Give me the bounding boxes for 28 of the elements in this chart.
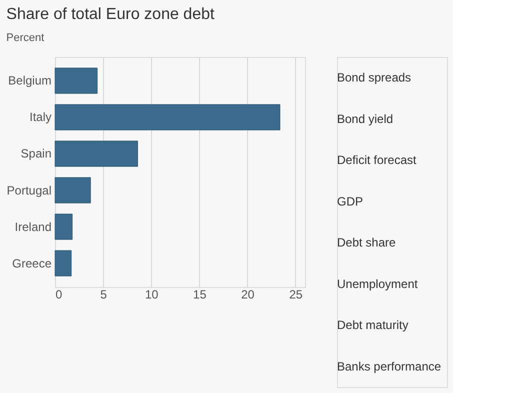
- chart-title: Share of total Euro zone debt: [6, 6, 215, 23]
- y-tick-label: Spain: [20, 146, 52, 161]
- bar: [54, 250, 72, 276]
- bar: [54, 140, 138, 167]
- bar: [54, 177, 91, 204]
- x-tick-label: 25: [289, 288, 303, 302]
- text: Debt maturity: [337, 318, 408, 332]
- text: Debt share: [337, 236, 396, 250]
- y-tick-label: Italy: [29, 110, 52, 124]
- bar: [54, 104, 280, 130]
- x-tick-label: 15: [193, 288, 207, 302]
- bar: [54, 214, 73, 240]
- x-tick-label: 10: [144, 288, 159, 302]
- x-tick-label: 20: [241, 288, 255, 302]
- x-tick-label: 0: [56, 288, 62, 302]
- y-tick-label: Belgium: [8, 74, 52, 88]
- y-tick-label: Greece: [12, 256, 52, 270]
- x-tick-label: 5: [100, 288, 108, 302]
- text: Banks performance: [337, 359, 442, 374]
- text: Bond yield: [337, 112, 394, 126]
- chart-subtitle: Percent: [6, 32, 44, 44]
- text: Bond spreads: [337, 70, 412, 85]
- text: Unemployment: [337, 276, 418, 291]
- text: Deficit forecast: [337, 153, 418, 168]
- bar: [54, 68, 98, 94]
- y-tick-label: Portugal: [6, 183, 52, 198]
- y-tick-label: Ireland: [14, 220, 52, 234]
- text: GDP: [337, 194, 364, 208]
